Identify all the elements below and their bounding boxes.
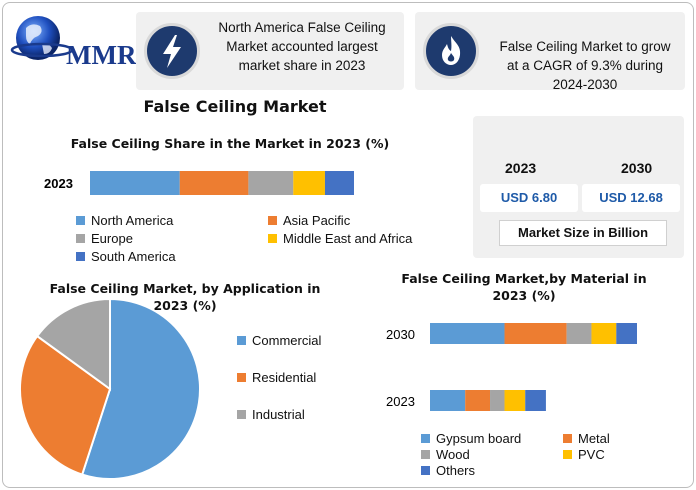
share-bar-segment-asia-pacific [179, 171, 249, 195]
flame-icon [423, 23, 479, 79]
pie-slice-residential [19, 334, 112, 476]
legend-swatch [421, 450, 430, 459]
material-bar-2023-gypsum-board [430, 390, 466, 411]
material-bar-2023-wood [490, 390, 505, 411]
material-bar-2023-metal [465, 390, 491, 411]
share-bar-segment-north-america [90, 171, 180, 195]
market-size-year-2030: 2030 [621, 160, 653, 176]
legend-swatch [237, 410, 246, 419]
globe-icon [10, 16, 74, 60]
share-bar-segment-middle-east-and-africa [293, 171, 325, 195]
legend-swatch [237, 373, 246, 382]
legend-swatch [563, 434, 572, 443]
legend-item-metal: Metal [563, 431, 610, 446]
share-bar-segment-europe [248, 171, 294, 195]
market-size-year-2023: 2023 [505, 160, 537, 176]
legend-item-south-america: South America [76, 249, 176, 264]
share-chart-title: False Ceiling Share in the Market in 202… [70, 136, 390, 151]
share-chart-category-label: 2023 [44, 176, 73, 191]
application-chart-title: False Ceiling Market, by Application in … [49, 281, 321, 313]
material-bar-2030-wood [566, 323, 592, 344]
legend-swatch [76, 216, 85, 225]
share-bar-segment-south-america [324, 171, 354, 195]
legend-item-asia-pacific: Asia Pacific [268, 213, 350, 228]
material-bar-2030-metal [504, 323, 567, 344]
legend-swatch [268, 234, 277, 243]
material-chart-title: False Ceiling Market,by Material in 2023… [401, 271, 647, 303]
legend-item-commercial: Commercial [237, 333, 321, 348]
highlight-text-north-america: North America False Ceiling Market accou… [218, 20, 386, 73]
market-size-value-2023: USD 6.80 [480, 184, 578, 212]
legend-swatch [76, 234, 85, 243]
legend-item-others: Others [421, 463, 475, 478]
legend-swatch [563, 450, 572, 459]
material-bar-2030-pvc [591, 323, 617, 344]
legend-swatch [421, 466, 430, 475]
highlight-card-cagr: False Ceiling Market to grow at a CAGR o… [415, 12, 685, 92]
mmr-logo: MMR [8, 10, 136, 72]
legend-item-residential: Residential [237, 370, 316, 385]
material-bar-2030-others [616, 323, 637, 344]
legend-item-north-america: North America [76, 213, 173, 228]
pie-slice-industrial [35, 297, 111, 391]
legend-swatch [237, 336, 246, 345]
market-size-value-2030: USD 12.68 [582, 184, 680, 212]
pie-slice-commercial [80, 297, 201, 480]
legend-item-wood: Wood [421, 447, 470, 462]
legend-item-industrial: Industrial [237, 407, 305, 422]
material-chart-category-label: 2023 [386, 394, 415, 409]
logo-text: MMR [66, 40, 137, 70]
legend-item-europe: Europe [76, 231, 133, 246]
legend-item-gypsum-board: Gypsum board [421, 431, 521, 446]
material-bar-2030-gypsum-board [430, 323, 505, 344]
highlight-card-north-america: North America False Ceiling Market accou… [136, 12, 404, 90]
legend-item-middle-east-africa: Middle East and Africa [268, 231, 412, 246]
main-title: False Ceiling Market [143, 97, 327, 116]
lightning-icon [144, 23, 200, 79]
legend-item-pvc: PVC [563, 447, 605, 462]
material-bar-2023-others [525, 390, 546, 411]
material-chart-category-label: 2030 [386, 327, 415, 342]
market-size-label: Market Size in Billion [499, 220, 667, 246]
legend-swatch [268, 216, 277, 225]
legend-swatch [421, 434, 430, 443]
legend-swatch [76, 252, 85, 261]
highlight-text-cagr: False Ceiling Market to grow at a CAGR o… [499, 39, 671, 92]
material-bar-2023-pvc [504, 390, 526, 411]
